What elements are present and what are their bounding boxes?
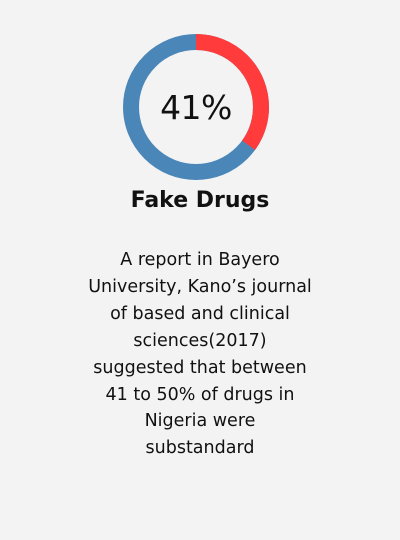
card-title: Fake Drugs [130, 188, 270, 213]
card-body: A report in Bayero University, Kano’s jo… [56, 247, 344, 462]
body-line: substandard [145, 438, 255, 459]
body-line: University, Kano’s journal [88, 276, 312, 297]
body-line: A report in Bayero [120, 250, 280, 270]
body-line: of based and clinical [110, 303, 290, 324]
donut-highlight-arc [123, 34, 269, 180]
body-line: 41 to 50% of drugs in [105, 384, 295, 405]
donut-svg [123, 34, 269, 180]
body-line: suggested that between [93, 357, 307, 378]
percent-label: 41% [160, 87, 232, 127]
body-line: Nigeria were [144, 411, 256, 432]
body-line: sciences(2017) [133, 330, 267, 351]
donut-chart: 41% [123, 34, 269, 180]
